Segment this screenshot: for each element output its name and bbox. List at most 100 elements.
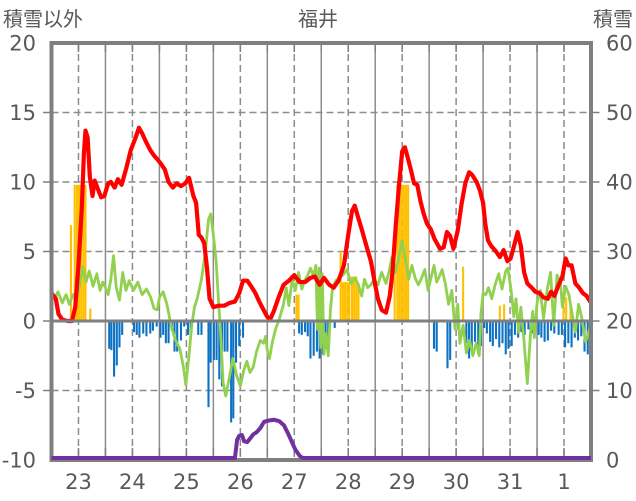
orange-bars (343, 282, 347, 321)
blue-bars (567, 321, 570, 344)
x-axis-day-label: 24 (119, 470, 146, 494)
blue-bars (155, 321, 158, 327)
blue-bars (215, 321, 218, 360)
blue-bars (142, 321, 145, 334)
blue-bars (149, 321, 152, 334)
blue-bars (523, 321, 526, 335)
blue-bars (537, 321, 540, 335)
blue-bars (315, 321, 318, 352)
blue-bars (312, 321, 315, 356)
blue-bars (513, 321, 516, 335)
blue-bars (209, 321, 212, 363)
red-line (49, 125, 593, 324)
x-axis-day-label: 26 (227, 470, 254, 494)
blue-bars (145, 321, 148, 337)
blue-bars (212, 321, 215, 360)
orange-bars (341, 282, 344, 321)
orange-bars (73, 184, 76, 321)
left-axis-title: 積雪以外 (3, 7, 83, 31)
blue-bars (197, 321, 200, 335)
blue-bars (167, 321, 170, 344)
left-axis-tick-label: 15 (9, 101, 36, 125)
orange-bars (357, 283, 360, 321)
blue-bars (218, 321, 221, 380)
orange-bars (503, 304, 506, 321)
blue-bars (543, 321, 546, 342)
blue-bars (333, 321, 336, 328)
blue-bars (449, 321, 452, 360)
blue-bars (560, 321, 563, 335)
blue-bars (489, 321, 492, 342)
right-axis-tick-label: 30 (606, 240, 633, 264)
left-axis-tick-label: 0 (23, 310, 36, 334)
blue-bars (159, 321, 162, 338)
orange-bars (297, 294, 300, 321)
right-axis-tick-label: 0 (606, 449, 619, 473)
blue-bars (207, 321, 210, 408)
blue-bars (501, 321, 504, 344)
blue-bars (115, 321, 118, 366)
x-axis-day-label: 25 (173, 470, 200, 494)
x-axis-day-label: 30 (443, 470, 470, 494)
x-axis-day-label: 29 (389, 470, 416, 494)
orange-bars (346, 282, 349, 321)
blue-bars (507, 321, 510, 349)
left-axis-tick-label: -10 (2, 449, 36, 473)
blue-bars (510, 321, 513, 347)
blue-bars (483, 321, 486, 328)
blue-bars (446, 321, 449, 369)
orange-bars (348, 282, 351, 321)
left-axis-tick-label: 20 (9, 32, 36, 56)
blue-bars (226, 321, 229, 352)
blue-bars (118, 321, 121, 348)
blue-bars (557, 321, 560, 335)
x-axis-day-label: 1 (557, 470, 570, 494)
blue-bars (494, 321, 498, 340)
blue-bars (183, 321, 186, 327)
blue-bars (473, 321, 477, 342)
blue-bars (121, 321, 124, 335)
purple-line (51, 417, 591, 460)
blue-bars (110, 321, 113, 351)
blue-bars (504, 321, 507, 355)
blue-bars (550, 321, 553, 331)
blue-bars (485, 321, 488, 334)
orange-bars (295, 294, 298, 321)
orange-bars (498, 305, 501, 321)
blue-bars (580, 321, 583, 337)
orange-bars (404, 184, 408, 321)
right-axis-title: 積雪 (593, 7, 633, 31)
blue-bars (132, 321, 136, 333)
orange-bars (407, 184, 410, 321)
blue-bars (241, 321, 245, 338)
blue-bars (309, 321, 312, 359)
blue-bars (138, 321, 141, 338)
blue-bars (304, 321, 307, 333)
left-axis-tick-label: 5 (23, 240, 36, 264)
blue-bars (577, 321, 580, 341)
right-axis-tick-label: 20 (606, 310, 633, 334)
blue-bars (564, 321, 567, 348)
right-axis-tick-label: 60 (606, 32, 633, 56)
orange-bars (565, 297, 568, 321)
blue-bars (176, 321, 179, 352)
orange-bars (353, 276, 356, 321)
orange-bars (82, 184, 85, 321)
x-axis-day-label: 28 (335, 470, 362, 494)
blue-bars (498, 321, 501, 348)
blue-bars (232, 321, 235, 419)
series-layer (49, 125, 593, 423)
blue-bars (164, 321, 167, 344)
blue-bars (162, 321, 165, 335)
blue-bars (113, 321, 116, 377)
blue-bars (179, 321, 183, 341)
blue-bars (223, 321, 226, 352)
orange-bars (89, 308, 92, 321)
blue-bars (435, 321, 438, 352)
blue-bars (300, 321, 303, 335)
blue-bars (553, 321, 556, 334)
right-axis-tick-label: 10 (606, 379, 633, 403)
blue-bars (238, 321, 241, 347)
